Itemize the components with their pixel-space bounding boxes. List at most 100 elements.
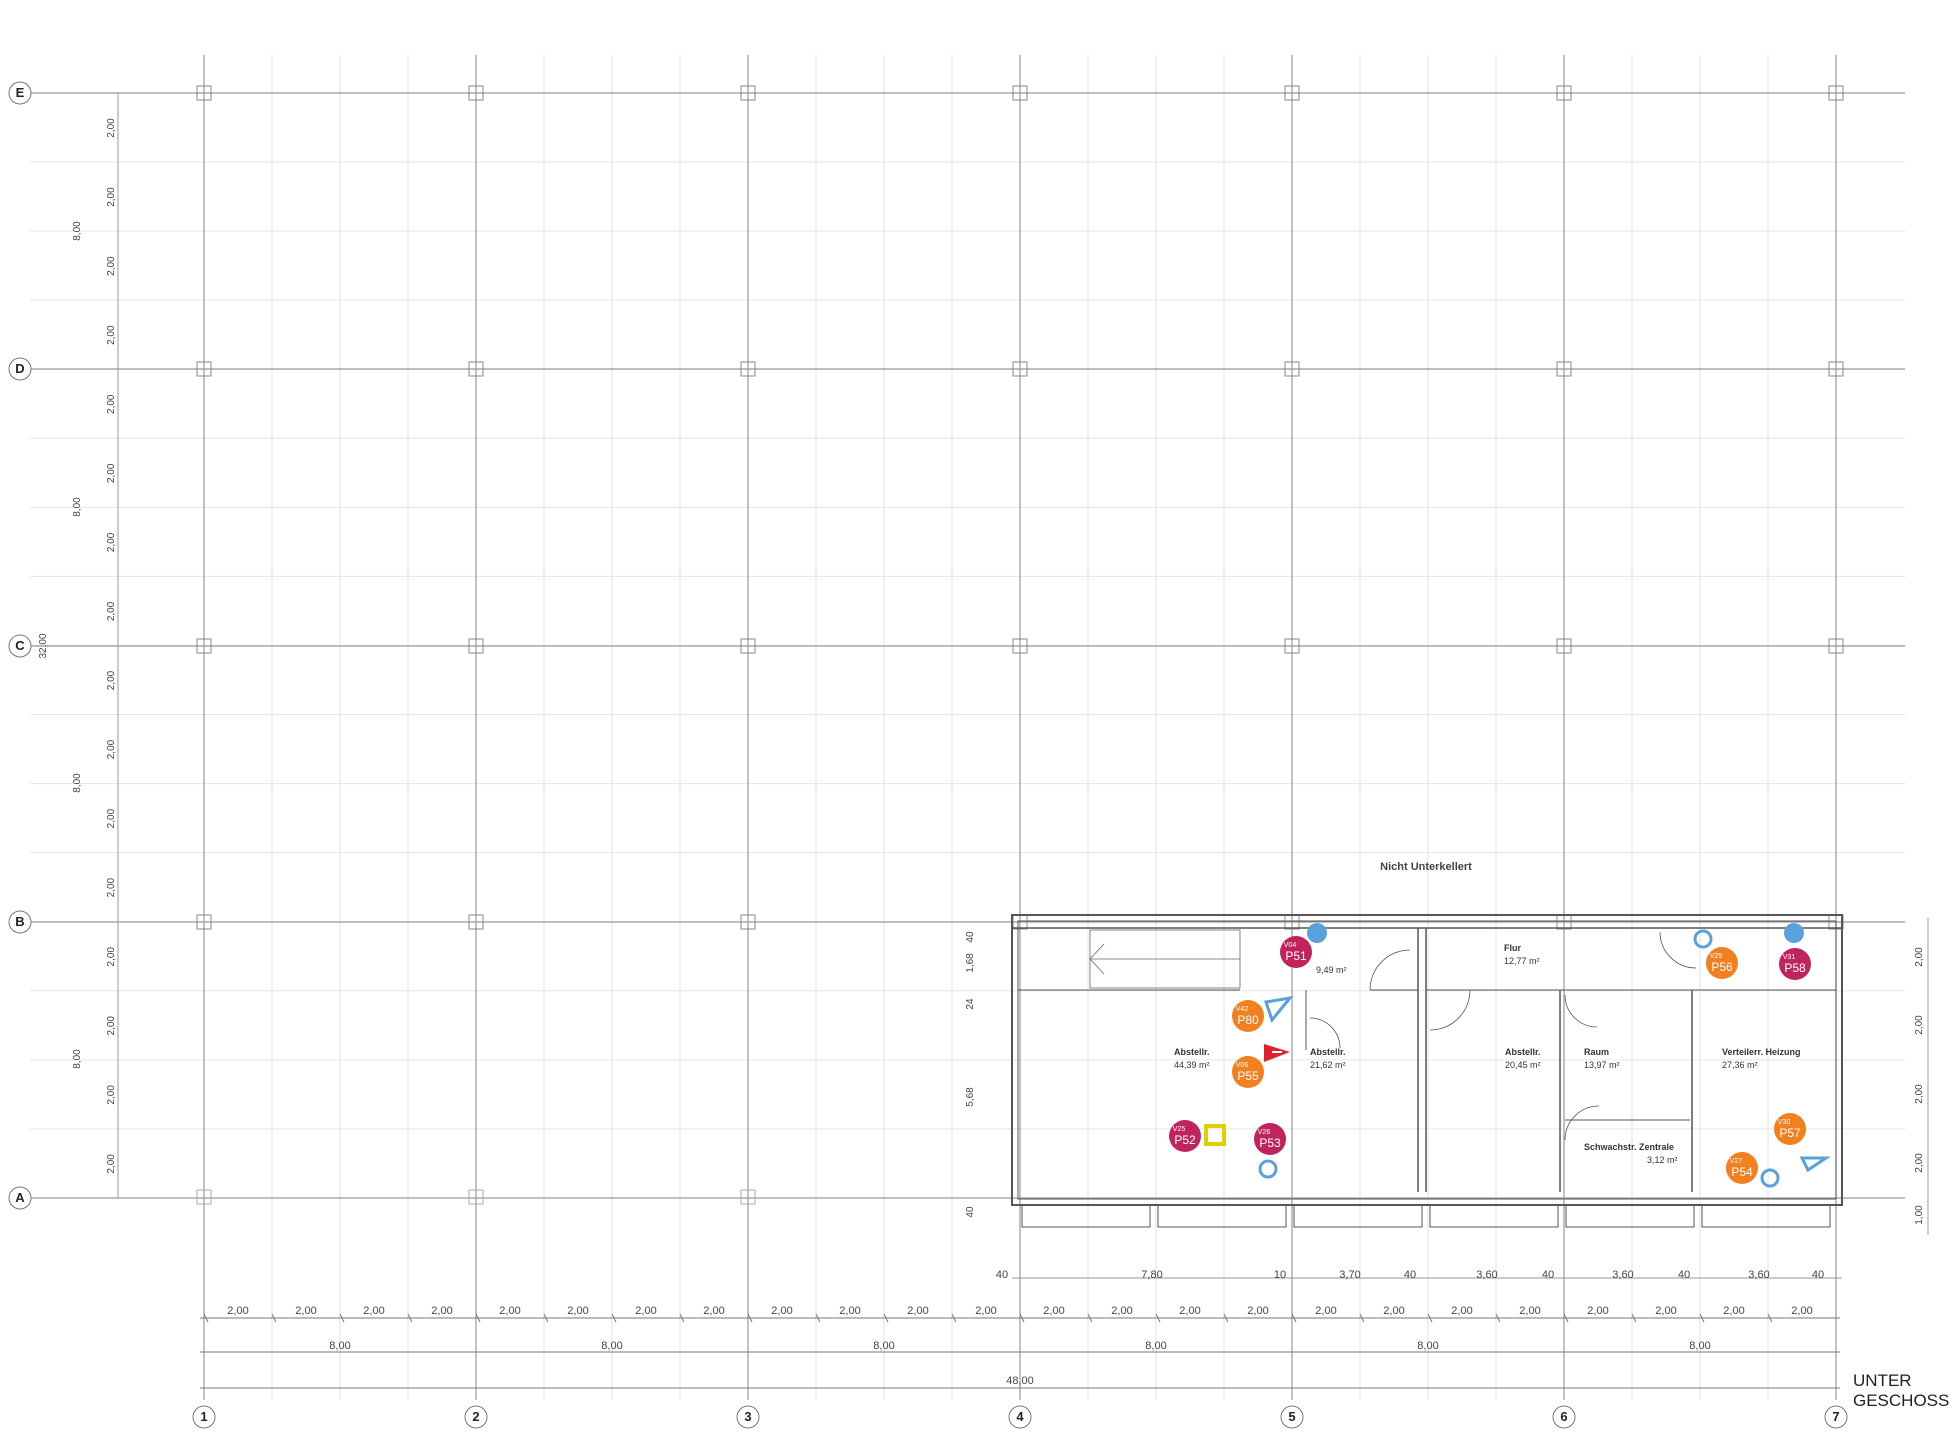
axis-label: 4 — [1016, 1409, 1024, 1424]
dim-label: 2,00 — [1111, 1305, 1132, 1317]
dim-label: 2,00 — [1723, 1305, 1744, 1317]
dim-label: 2,00 — [227, 1305, 248, 1317]
dimension-chains: 2,00 2,00 2,00 2,00 2,00 2,00 2,00 2,00 2,00 2,00… — [38, 93, 1929, 1389]
column-marker — [468, 914, 484, 930]
dim-label: 32,00 — [38, 633, 49, 658]
axis-label: D — [15, 361, 24, 376]
marker-code: V06 — [1236, 1062, 1249, 1069]
column-marker — [196, 85, 212, 101]
dim-tick — [815, 1313, 821, 1323]
dim-label: 2,00 — [1519, 1305, 1540, 1317]
dim-label: 2,00 — [1914, 1084, 1925, 1104]
column-marker — [468, 85, 484, 101]
dim-label: 2,00 — [106, 532, 117, 552]
marker-code: V26 — [1258, 1129, 1271, 1136]
dim-label: 2,00 — [1315, 1305, 1336, 1317]
dim-tick — [1495, 1313, 1501, 1323]
structural-axes: 1 2 3 4 5 6 7 E D C B A — [8, 55, 1905, 1429]
dim-label: 3,70 — [1339, 1269, 1360, 1281]
dim-tick — [1019, 1313, 1025, 1323]
building-walls — [1011, 914, 1843, 1228]
marker-label: P52 — [1174, 1133, 1196, 1147]
dim-tick — [679, 1313, 685, 1323]
column-marker — [740, 85, 756, 101]
dim-tick — [1427, 1313, 1433, 1323]
dim-label: 2,00 — [106, 118, 117, 138]
dim-label: 2,00 — [839, 1305, 860, 1317]
dim-tick — [407, 1313, 413, 1323]
dim-label: 7,80 — [1141, 1269, 1162, 1281]
column-marker — [1012, 361, 1028, 377]
column-marker — [1556, 85, 1572, 101]
dim-tick — [203, 1313, 209, 1323]
dim-label: 8,00 — [601, 1340, 622, 1352]
column-marker — [1012, 638, 1028, 654]
axis-bubble — [8, 1186, 32, 1210]
dim-tick — [1155, 1313, 1161, 1323]
dim-label: 2,00 — [106, 256, 117, 276]
dim-tick — [1359, 1313, 1365, 1323]
marker-code: V42 — [1236, 1006, 1249, 1013]
blue-ring-icon — [1760, 1168, 1780, 1188]
marker-circle — [1280, 936, 1312, 968]
column-marker — [1284, 85, 1300, 101]
dim-label: 2,00 — [1914, 1015, 1925, 1035]
dim-label: 2,00 — [106, 1154, 117, 1174]
column-marker — [468, 361, 484, 377]
marker-circle — [1254, 1123, 1286, 1155]
room-name: Raum — [1584, 1047, 1609, 1057]
column-marker — [1284, 638, 1300, 654]
marker-circle — [1232, 1000, 1264, 1032]
room-name: Abstellr. — [1174, 1047, 1210, 1057]
room-name: Abstellr. — [1310, 1047, 1346, 1057]
dim-label: 2,00 — [363, 1305, 384, 1317]
column-marker — [1828, 85, 1844, 101]
axis-bubble — [464, 1405, 488, 1429]
dim-tick — [1631, 1313, 1637, 1323]
axis-label: 5 — [1288, 1409, 1295, 1424]
dim-label: 40 — [996, 1269, 1008, 1281]
dim-label: 2,00 — [106, 877, 117, 897]
marker-circle — [1779, 948, 1811, 980]
dim-label: 40 — [965, 1206, 976, 1218]
column-marker — [740, 638, 756, 654]
dim-label: 8,00 — [1417, 1340, 1438, 1352]
column-marker — [1828, 361, 1844, 377]
axis-bubble — [192, 1405, 216, 1429]
dim-label: 5,68 — [965, 1087, 976, 1107]
dim-label: 2,00 — [567, 1305, 588, 1317]
axis-bubble — [8, 357, 32, 381]
room-name: Abstellr. — [1505, 1047, 1541, 1057]
dim-label: 3,60 — [1476, 1269, 1497, 1281]
dim-tick — [543, 1313, 549, 1323]
dim-tick — [951, 1313, 957, 1323]
blue-dot-icon — [1307, 923, 1327, 943]
dim-tick — [475, 1313, 481, 1323]
column-marker — [196, 638, 212, 654]
marker-label: P80 — [1237, 1013, 1259, 1027]
note-not-cellared: Nicht Unterkellert — [1380, 861, 1472, 873]
dim-label: 2,00 — [1451, 1305, 1472, 1317]
column-marker — [740, 1189, 756, 1205]
marker-circle — [1232, 1056, 1264, 1088]
blue-ring-icon — [1693, 929, 1713, 949]
dim-label: 1,68 — [965, 953, 976, 973]
dim-label: 2,00 — [106, 601, 117, 621]
column-marker — [740, 361, 756, 377]
dim-label: 2,00 — [1791, 1305, 1812, 1317]
column-marker — [196, 1189, 212, 1205]
marker-label: P54 — [1731, 1165, 1753, 1179]
photo-markers: V04P51V42P80V06P55V25P52V26P53V29P56V31P… — [1169, 936, 1811, 1184]
column-marker — [1012, 85, 1028, 101]
axis-bubble — [1008, 1405, 1032, 1429]
marker-label: P55 — [1237, 1069, 1259, 1083]
axis-bubble — [1552, 1405, 1576, 1429]
room-area: 9,49 m² — [1316, 965, 1347, 975]
